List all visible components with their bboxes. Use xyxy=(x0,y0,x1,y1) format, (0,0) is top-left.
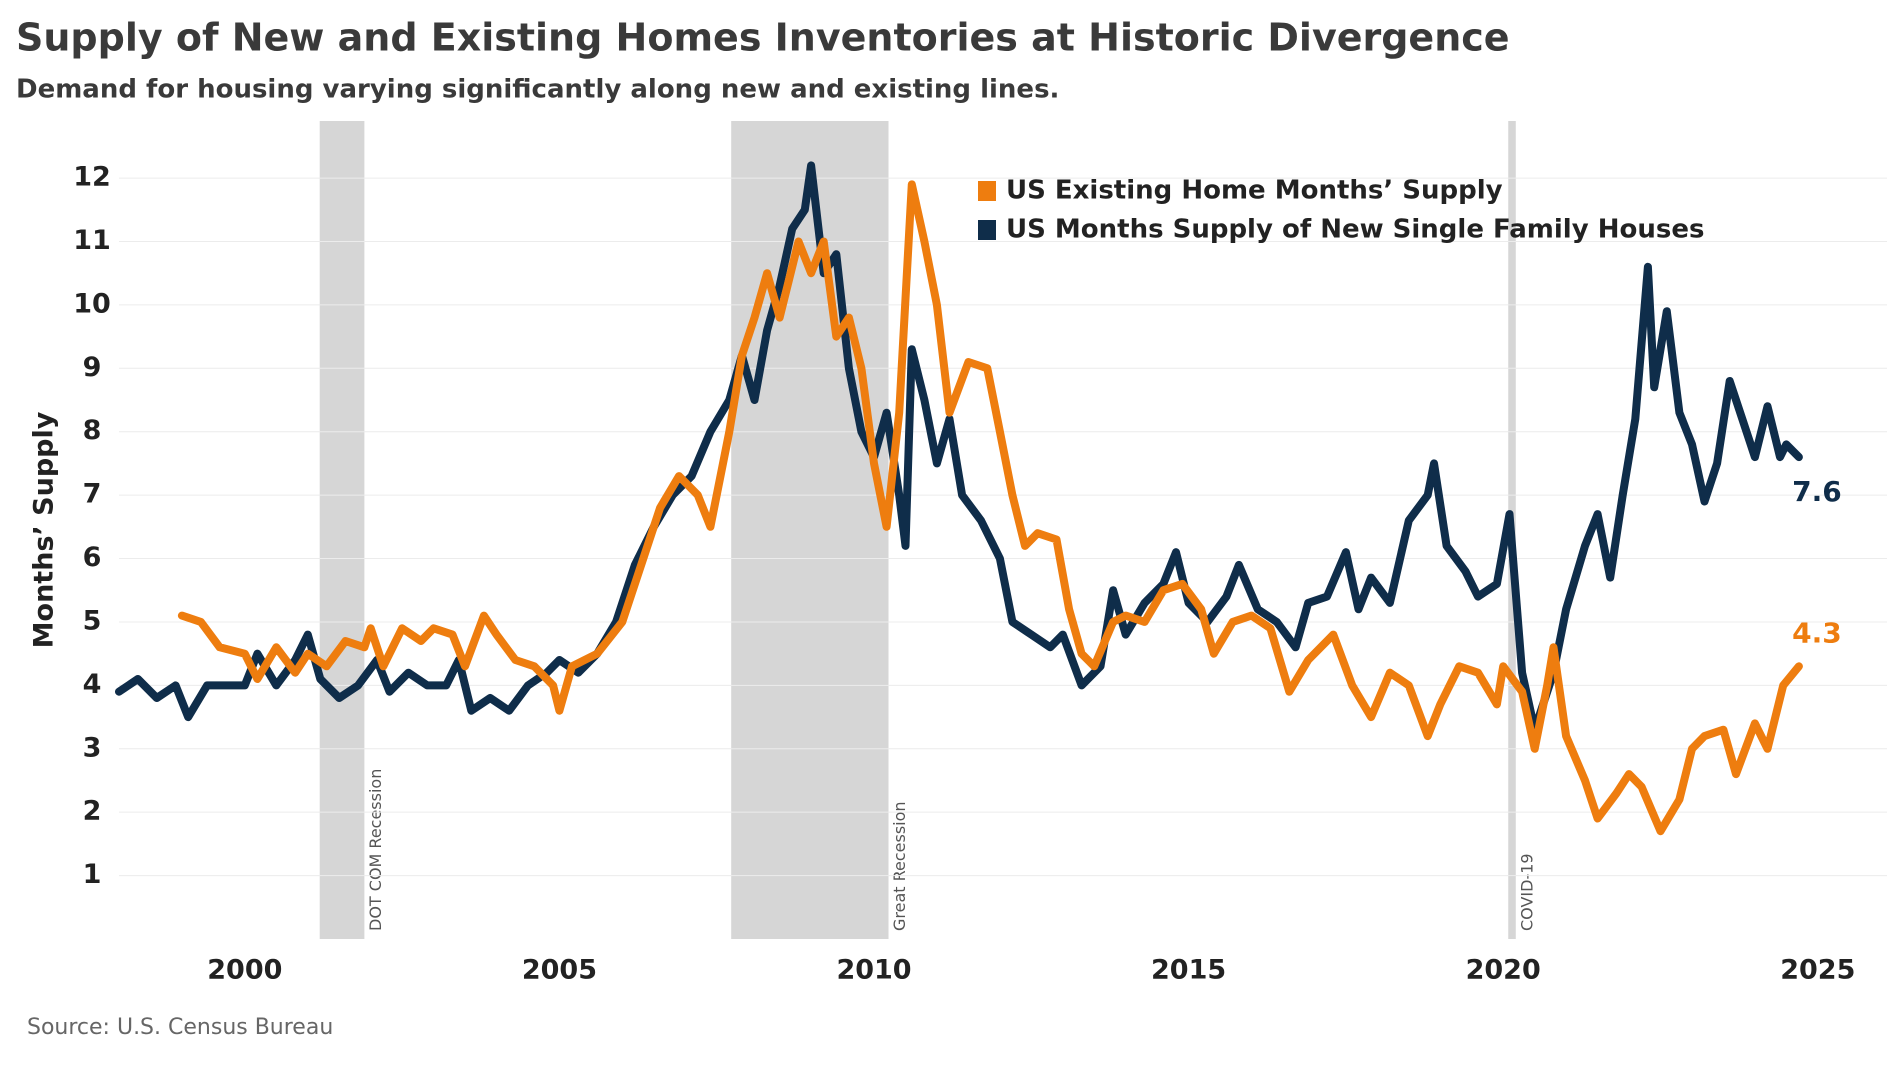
end-value-label: 4.3 xyxy=(1792,616,1842,649)
legend-swatch xyxy=(978,220,996,240)
chart-title: Supply of New and Existing Homes Invento… xyxy=(16,16,1510,60)
y-tick-label: 12 xyxy=(73,162,111,193)
x-tick-label: 2000 xyxy=(207,955,282,986)
x-tick-label: 2015 xyxy=(1151,955,1226,986)
end-value-label: 7.6 xyxy=(1792,475,1842,508)
series-line xyxy=(115,161,1803,734)
y-tick-label: 10 xyxy=(73,288,111,319)
y-tick-label: 6 xyxy=(83,542,102,573)
y-tick-label: 4 xyxy=(83,669,102,700)
source-note: Source: U.S. Census Bureau xyxy=(27,1015,333,1040)
recession-label: COVID-19 xyxy=(1517,853,1536,931)
x-tick-label: 2010 xyxy=(836,955,911,986)
y-axis-label: Months’ Supply xyxy=(29,411,60,648)
y-tick-label: 2 xyxy=(83,796,102,827)
y-tick-label: 1 xyxy=(83,859,102,890)
series-line xyxy=(177,180,1803,836)
y-tick-label: 3 xyxy=(83,732,102,763)
legend-label: US Existing Home Months’ Supply xyxy=(1006,176,1503,206)
chart-subtitle: Demand for housing varying significantly… xyxy=(16,75,1059,105)
legend-label: US Months Supply of New Single Family Ho… xyxy=(1006,215,1704,245)
y-tick-label: 5 xyxy=(83,605,102,636)
x-tick-label: 2020 xyxy=(1466,955,1541,986)
legend-swatch xyxy=(978,181,996,201)
x-tick-label: 2005 xyxy=(522,955,597,986)
recession-band xyxy=(731,121,889,939)
recession-label: DOT COM Recession xyxy=(366,769,385,931)
y-tick-label: 8 xyxy=(83,415,102,446)
y-tick-label: 11 xyxy=(73,225,111,256)
recession-label: Great Recession xyxy=(890,801,909,931)
y-tick-label: 7 xyxy=(83,479,102,510)
y-tick-label: 9 xyxy=(83,352,102,383)
x-tick-label: 2025 xyxy=(1780,955,1855,986)
recession-band xyxy=(319,121,365,939)
